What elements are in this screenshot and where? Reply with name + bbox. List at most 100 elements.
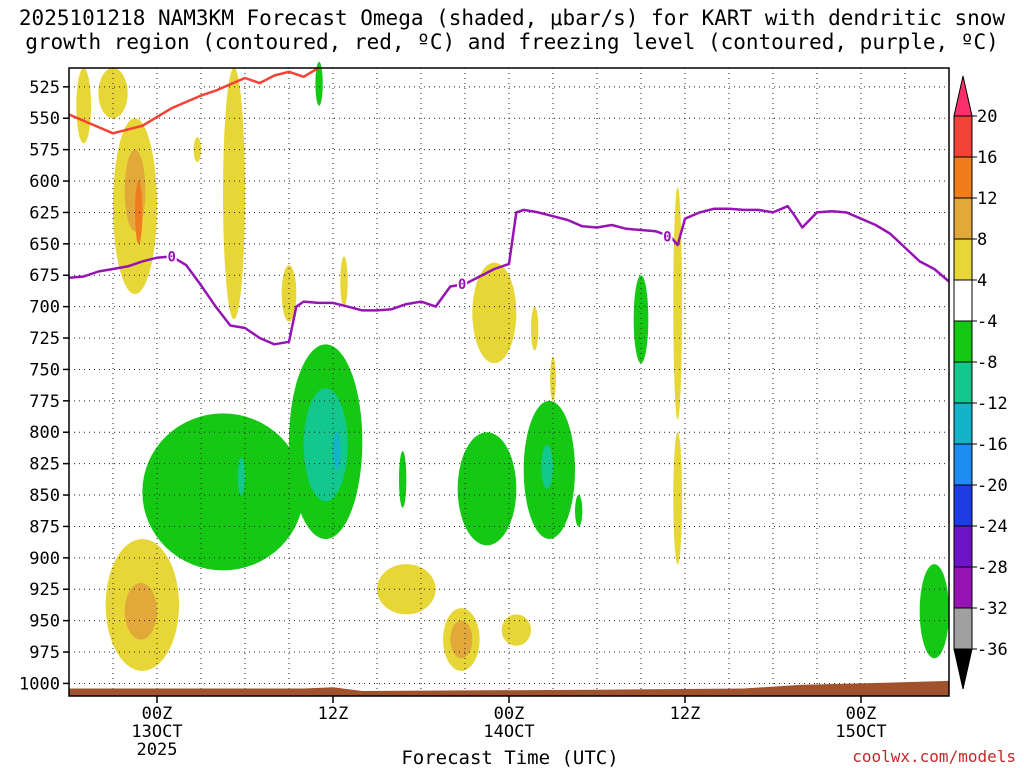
x-tick-label: 12Z — [670, 704, 701, 724]
terrain-surface — [69, 680, 949, 696]
colorbar-segment — [953, 238, 973, 281]
omega-region — [303, 388, 348, 502]
y-tick-label: 625 — [29, 203, 60, 223]
omega-region — [333, 432, 341, 470]
x-tick-label: 12Z — [318, 704, 349, 724]
x-tick-label: 14OCT — [483, 722, 534, 742]
y-tick-label: 800 — [29, 423, 60, 443]
omega-region — [457, 432, 517, 546]
colorbar-bottom-arrow — [953, 648, 973, 690]
omega-region — [673, 432, 683, 565]
x-tick-label: 13OCT — [131, 722, 182, 742]
plot-frame — [68, 67, 950, 697]
colorbar-segment — [953, 484, 973, 527]
chart-title: 2025101218 NAM3KM Forecast Omega (shaded… — [0, 6, 1024, 54]
contour-label: 0 — [458, 277, 466, 293]
x-tick-label: 2025 — [137, 740, 178, 760]
colorbar-segment — [953, 443, 973, 486]
colorbar-segment — [953, 279, 973, 322]
title-line-1: 2025101218 NAM3KM Forecast Omega (shaded… — [18, 6, 1006, 30]
colorbar-label: -36 — [977, 640, 1008, 660]
omega-region — [541, 444, 554, 489]
omega-region — [633, 275, 649, 364]
colorbar-label: -4 — [977, 312, 997, 332]
y-tick-label: 850 — [29, 486, 60, 506]
x-tick-label: 00Z — [846, 704, 877, 724]
x-tick-label: 00Z — [494, 704, 525, 724]
omega-region — [399, 451, 407, 508]
colorbar-label: -8 — [977, 353, 997, 373]
omega-region — [575, 495, 583, 527]
colorbar-segment — [953, 607, 973, 650]
omega-region — [142, 413, 304, 571]
omega-region — [135, 181, 143, 244]
colorbar-segment — [953, 156, 973, 199]
contour-label: 0 — [167, 249, 175, 265]
colorbar-label: -12 — [977, 394, 1008, 414]
y-tick-label: 875 — [29, 517, 60, 537]
y-tick-label: 675 — [29, 266, 60, 286]
dendritic-growth-contour — [68, 66, 319, 135]
omega-region — [377, 564, 436, 615]
y-tick-label: 575 — [29, 141, 60, 161]
colorbar-segment — [953, 566, 973, 609]
y-tick-label: 725 — [29, 329, 60, 349]
x-tick-label: 15OCT — [835, 722, 886, 742]
colorbar-segment — [953, 115, 973, 158]
contour-label-bg — [166, 249, 177, 264]
y-tick-label: 650 — [29, 235, 60, 255]
y-tick-label: 1000 — [19, 674, 60, 694]
colorbar-label: -28 — [977, 558, 1008, 578]
y-tick-label: 525 — [29, 78, 60, 98]
colorbar-segment — [953, 197, 973, 240]
y-tick-label: 600 — [29, 172, 60, 192]
colorbar-label: 4 — [977, 271, 987, 291]
omega-region — [501, 614, 531, 646]
omega-region — [531, 306, 539, 351]
omega-region — [124, 582, 157, 640]
contour-layer: 0 0 0 — [68, 66, 950, 346]
colorbar-segment — [953, 525, 973, 568]
colorbar-label: -16 — [977, 435, 1008, 455]
colorbar-label: -32 — [977, 599, 1008, 619]
contour-label: 0 — [663, 229, 671, 245]
terrain-layer — [69, 680, 949, 696]
colorbar-segment — [953, 361, 973, 404]
grid-lines — [69, 68, 949, 696]
title-line-2: growth region (contoured, red, ºC) and f… — [25, 30, 999, 54]
omega-region — [673, 187, 683, 420]
y-tick-label: 550 — [29, 109, 60, 129]
omega-region — [472, 262, 517, 364]
credit-text[interactable]: coolwx.com/models — [852, 747, 1016, 766]
omega-shading-layer — [76, 61, 949, 671]
colorbar-legend: 20 16 12 8 4 -4 -8 -12 -16 -20 -24 -28 -32 -36 — [953, 75, 1008, 690]
omega-region — [237, 457, 245, 496]
contour-label-bg — [662, 229, 673, 244]
x-axis-label: Forecast Time (UTC) — [401, 747, 618, 768]
colorbar-segment — [953, 320, 973, 363]
omega-region — [193, 137, 201, 163]
omega-region — [340, 256, 348, 307]
y-tick-label: 775 — [29, 392, 60, 412]
colorbar-label: -20 — [977, 476, 1008, 496]
freezing-level-contour — [68, 204, 950, 346]
contour-label-bg — [457, 277, 468, 292]
omega-region — [223, 68, 245, 320]
omega-region — [76, 68, 91, 144]
y-tick-label: 700 — [29, 298, 60, 318]
y-tick-label: 750 — [29, 360, 60, 380]
omega-region — [919, 564, 949, 659]
y-tick-label: 825 — [29, 455, 60, 475]
colorbar-label: 20 — [977, 107, 997, 127]
y-axis: 525 550 575 600 625 650 675 700 725 750 775 800 825 8… — [19, 78, 69, 694]
colorbar-label: 16 — [977, 148, 997, 168]
y-tick-label: 950 — [29, 612, 60, 632]
x-tick-label: 00Z — [142, 704, 173, 724]
colorbar-segment — [953, 402, 973, 445]
y-tick-label: 925 — [29, 580, 60, 600]
colorbar-top-arrow — [953, 75, 973, 117]
y-tick-label: 900 — [29, 549, 60, 569]
y-tick-label: 975 — [29, 643, 60, 663]
